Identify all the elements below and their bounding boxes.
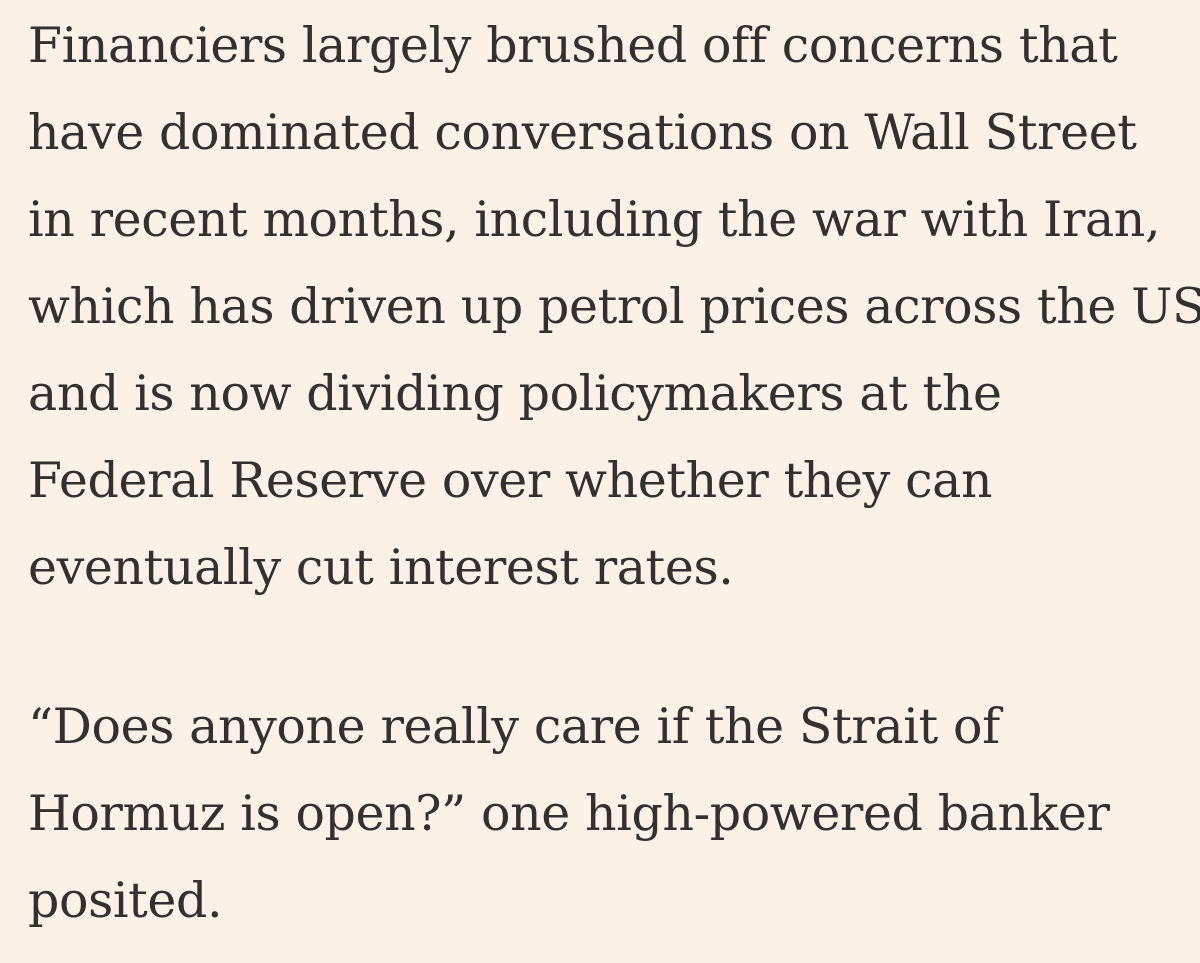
paragraph-quote: “Does anyone really care if the Strait o… xyxy=(28,683,1188,944)
article-body: Financiers largely brushed off concerns … xyxy=(28,2,1200,944)
paragraph-line: and is now dividing policymakers at the xyxy=(28,365,1002,422)
paragraph-line: in recent months, including the war with… xyxy=(28,191,1161,248)
paragraph-line: Hormuz is open?” one high-powered banker xyxy=(28,785,1110,842)
paragraph-line: which has driven up petrol prices across… xyxy=(28,278,1200,335)
paragraph-line: Financiers largely brushed off concerns … xyxy=(28,17,1118,74)
paragraph-line: have dominated conversations on Wall Str… xyxy=(28,104,1137,161)
paragraph-line: eventually cut interest rates. xyxy=(28,539,734,596)
paragraph-line: posited. xyxy=(28,872,223,929)
paragraph-spacer xyxy=(28,611,1188,683)
paragraph-line: Federal Reserve over whether they can xyxy=(28,452,993,509)
paragraph-financiers: Financiers largely brushed off concerns … xyxy=(28,2,1200,611)
paragraph-line: “Does anyone really care if the Strait o… xyxy=(28,698,1000,755)
